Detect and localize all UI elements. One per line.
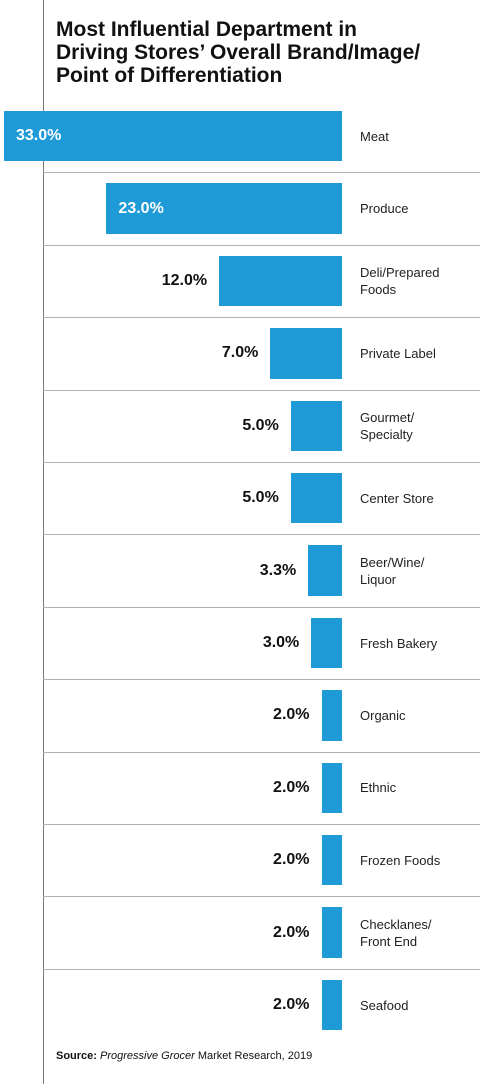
row-divider	[43, 679, 480, 681]
row-divider	[43, 606, 480, 608]
bar-ethnic	[321, 762, 342, 813]
bar-meat	[4, 111, 342, 162]
bar-produce	[106, 183, 342, 234]
category-label-organic: Organic	[360, 707, 406, 723]
value-label-fresh-bakery: 3.0%	[262, 634, 300, 651]
source-label: Source:	[56, 1050, 97, 1062]
value-label-gourmet-specialty: 5.0%	[242, 416, 279, 434]
category-label-private-label: Private Label	[360, 345, 436, 361]
value-label-center-store: 5.0%	[242, 489, 279, 507]
category-label-produce: Produce	[360, 201, 409, 217]
value-label-beer-wine-liquor: 3.3%	[259, 561, 297, 579]
row-divider	[43, 896, 480, 898]
value-label-seafood: 2.0%	[273, 996, 310, 1013]
bar-center-store	[290, 473, 342, 524]
row-divider	[43, 968, 480, 970]
bar-deli-prepared-foods	[219, 255, 342, 307]
category-label-frozen-foods: Frozen Foods	[360, 852, 441, 868]
category-label-gourmet-specialty: Gourmet/Specialty	[360, 409, 415, 442]
source-publication: Progressive Grocer	[100, 1050, 195, 1062]
row-divider	[43, 751, 480, 753]
category-label-beer-wine-liquor: Beer/Wine/Liquor	[360, 554, 425, 587]
vertical-axis-line	[43, 0, 44, 1084]
category-label-center-store: Center Store	[360, 490, 434, 506]
row-divider	[43, 317, 480, 319]
value-label-checklanes-front-end: 2.0%	[273, 923, 310, 941]
value-label-ethnic: 2.0%	[273, 778, 310, 796]
category-label-fresh-bakery: Fresh Bakery	[360, 635, 438, 651]
bar-fresh-bakery	[311, 617, 342, 669]
source-rest: Market Research, 2019	[194, 1050, 313, 1062]
category-label-deli-prepared-foods: Deli/Prepared Foods	[360, 265, 440, 297]
value-label-deli-prepared-foods: 12.0%	[161, 272, 208, 289]
bar-private-label	[270, 328, 342, 379]
row-divider	[43, 462, 480, 463]
row-divider	[43, 824, 480, 825]
chart-title-line-3: Point of Differentiation	[56, 64, 283, 87]
category-label-ethnic: Ethnic	[360, 780, 397, 796]
bar-seafood	[321, 979, 342, 1031]
bar-beer-wine-liquor	[308, 545, 342, 596]
source-note: Source: Progressive Grocer Market Resear…	[56, 1049, 312, 1063]
row-divider	[43, 244, 480, 246]
value-label-private-label: 7.0%	[221, 344, 259, 362]
chart-title-line-2: Driving Stores’ Overall Brand/Image/	[56, 41, 421, 64]
chart-title-line-1: Most Influential Department in	[56, 18, 358, 41]
bar-gourmet-specialty	[290, 400, 342, 451]
bar-checklanes-front-end	[321, 907, 342, 958]
category-label-checklanes-front-end: Checklanes/Front End	[360, 916, 432, 949]
chart-title: Most Influential Department in Driving S…	[56, 18, 466, 87]
bar-organic	[321, 690, 342, 741]
row-divider	[43, 389, 480, 391]
value-label-meat: 33.0%	[16, 127, 62, 145]
category-label-seafood: Seafood	[360, 997, 409, 1013]
row-divider	[43, 534, 480, 536]
value-label-organic: 2.0%	[273, 706, 310, 724]
row-divider	[43, 172, 480, 174]
value-label-frozen-foods: 2.0%	[273, 851, 310, 869]
category-label-meat: Meat	[360, 128, 389, 144]
bar-frozen-foods	[321, 835, 342, 886]
value-label-produce: 23.0%	[118, 199, 164, 217]
